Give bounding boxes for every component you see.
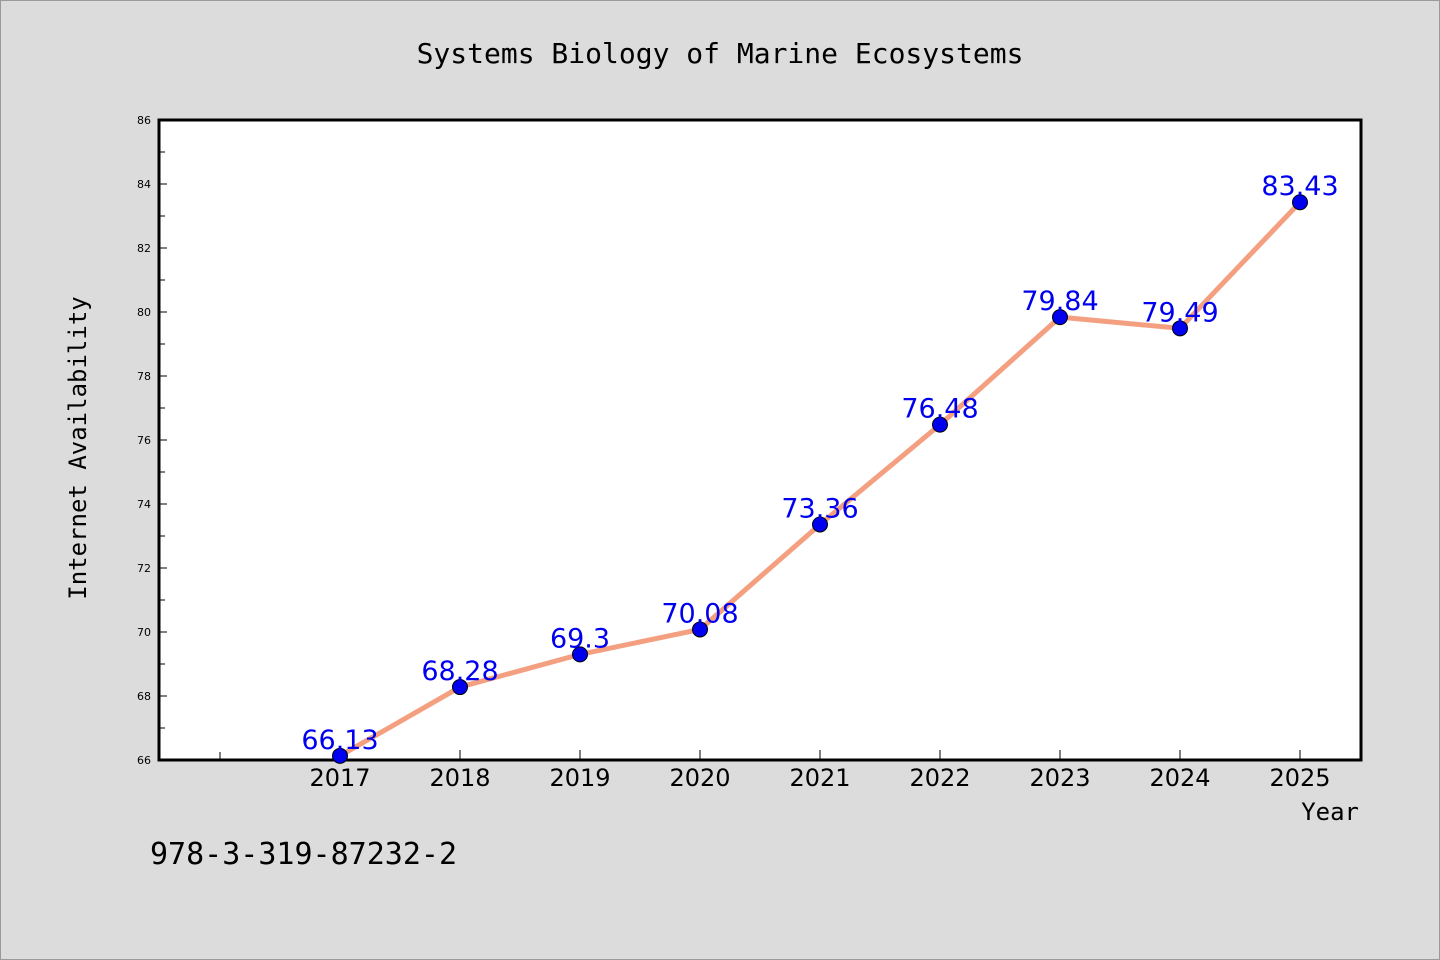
x-tick-label: 2023 xyxy=(1029,764,1090,792)
y-tick-label: 72 xyxy=(137,562,151,575)
x-axis-label: Year xyxy=(1301,798,1359,826)
series-layer xyxy=(332,194,1308,764)
data-labels-layer: 66.13 68.28 69.3 70.08 73.36 76.48 79.84 79.49 8… xyxy=(301,171,1338,756)
data-point xyxy=(572,646,588,663)
data-point xyxy=(1052,309,1068,326)
data-point xyxy=(1292,194,1308,211)
data-point xyxy=(932,416,948,433)
y-tick-label: 66 xyxy=(137,754,151,767)
data-label: 76.48 xyxy=(901,394,978,425)
x-tick-label: 2024 xyxy=(1149,764,1210,792)
data-label: 68.28 xyxy=(421,656,498,687)
y-axis: 66 68 70 72 74 76 78 80 82 84 86 xyxy=(137,114,167,767)
x-tick-label: 2019 xyxy=(549,764,610,792)
x-tick-label: 2022 xyxy=(909,764,970,792)
data-point xyxy=(452,679,468,696)
data-label: 66.13 xyxy=(301,725,378,756)
data-point xyxy=(332,747,348,764)
chart-title: Systems Biology of Marine Ecosystems xyxy=(417,37,1024,70)
data-label: 70.08 xyxy=(661,598,738,629)
y-tick-label: 86 xyxy=(137,114,151,127)
data-label: 73.36 xyxy=(781,493,858,524)
x-tick-label: 2025 xyxy=(1269,764,1330,792)
x-tick-label: 2018 xyxy=(429,764,490,792)
y-axis-label: Internet Availability xyxy=(64,296,92,599)
data-label: 79.49 xyxy=(1141,297,1218,328)
y-tick-label: 76 xyxy=(137,434,151,447)
x-tick-label: 2020 xyxy=(669,764,730,792)
data-point xyxy=(1172,320,1188,337)
x-axis: 2017 2018 2019 2020 2021 2022 2023 2024 2025 xyxy=(219,750,1331,792)
x-tick-label: 2017 xyxy=(309,764,370,792)
isbn-text: 978-3-319-87232-2 xyxy=(150,837,457,872)
y-tick-label: 80 xyxy=(137,306,151,319)
x-tick-label: 2021 xyxy=(789,764,850,792)
plot-area xyxy=(157,118,1363,762)
y-tick-label: 82 xyxy=(137,242,151,255)
data-point xyxy=(692,621,708,638)
data-label: 83.43 xyxy=(1261,171,1338,202)
y-tick-label: 74 xyxy=(137,498,151,511)
data-label: 69.3 xyxy=(550,623,610,654)
y-tick-label: 68 xyxy=(137,690,151,703)
y-tick-label: 78 xyxy=(137,370,151,383)
data-point xyxy=(812,516,828,533)
y-tick-label: 70 xyxy=(137,626,151,639)
data-label: 79.84 xyxy=(1021,286,1098,317)
y-tick-label: 84 xyxy=(137,178,151,191)
